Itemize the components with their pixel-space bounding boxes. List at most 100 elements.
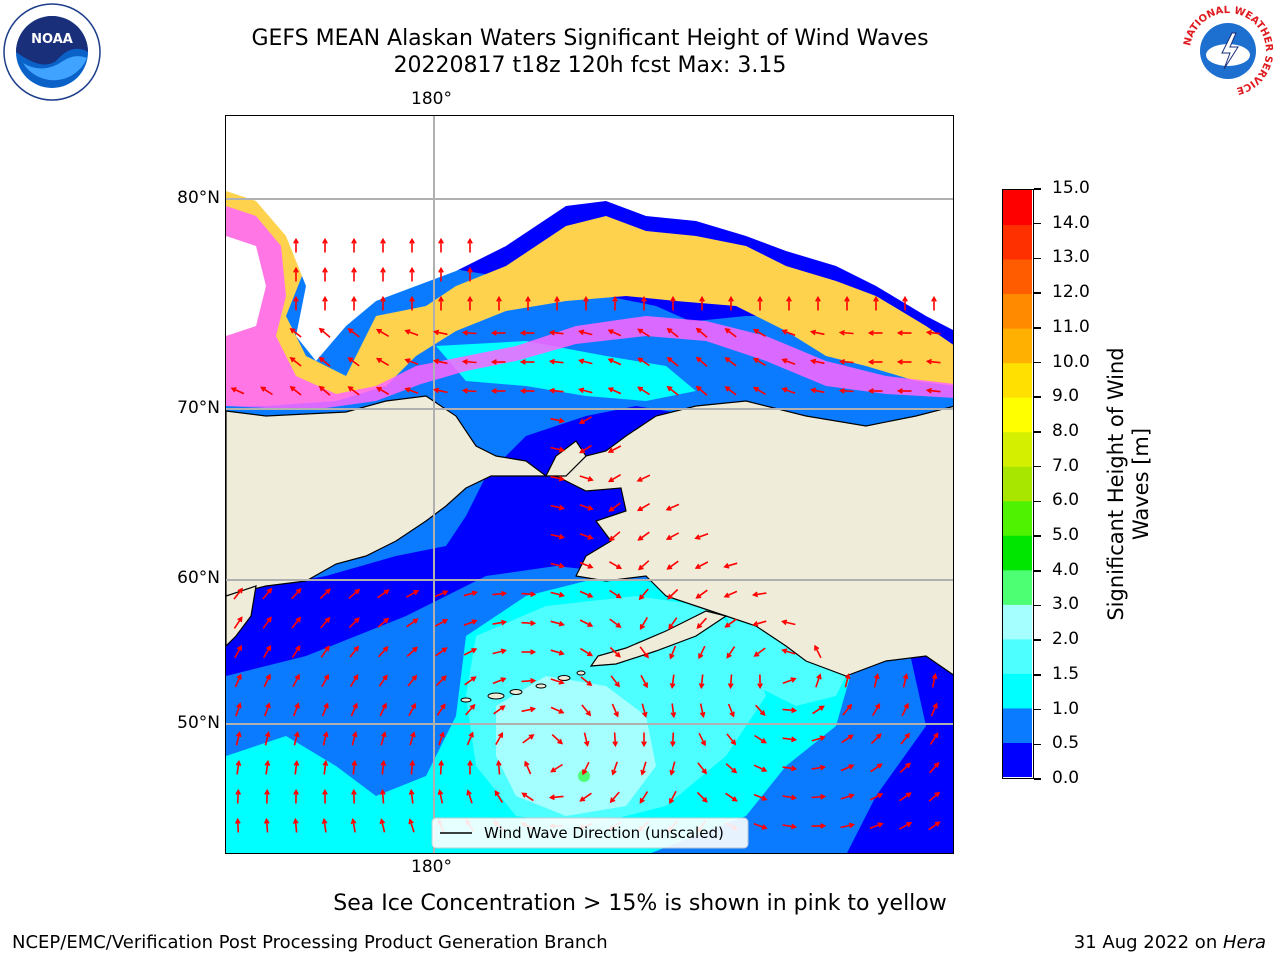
wind-wave-arrow: [613, 732, 617, 746]
wind-wave-arrow: [753, 764, 767, 772]
wind-wave-arrow: [376, 358, 390, 366]
wind-wave-arrow: [263, 674, 271, 688]
wind-wave-arrowhead: [809, 358, 817, 365]
wind-wave-arrowhead: [347, 386, 354, 392]
wind-wave-arrowhead: [519, 388, 526, 394]
wind-wave-arrowhead: [586, 680, 593, 687]
wind-wave-arrowhead: [666, 385, 673, 392]
wind-wave-arrow: [321, 674, 329, 688]
wind-wave-arrow: [727, 703, 735, 717]
wind-wave-arrowhead: [583, 295, 589, 302]
wind-wave-arrowhead: [558, 708, 565, 714]
wind-wave-arrow: [927, 331, 941, 335]
colorbar-segment: [1003, 500, 1032, 536]
colorbar-tick-label: 9.0: [1052, 386, 1080, 407]
wind-wave-arrowhead: [521, 792, 528, 798]
wind-wave-arrowhead: [819, 764, 827, 771]
wind-wave-arrow: [405, 358, 419, 366]
wind-wave-arrow: [434, 590, 448, 598]
wind-wave-arrowhead: [381, 702, 387, 709]
wind-wave-arrowhead: [698, 682, 705, 690]
wind-wave-arrowhead: [410, 731, 416, 738]
wind-wave-arrowhead: [578, 387, 585, 394]
wind-wave-arrowhead: [694, 563, 701, 569]
wind-wave-arrowhead: [698, 653, 704, 660]
wind-wave-arrowhead: [729, 711, 735, 718]
wind-wave-arrowhead: [847, 734, 854, 740]
wind-wave-arrowhead: [934, 821, 941, 827]
wind-wave-arrow: [842, 704, 852, 716]
wind-wave-arrow: [348, 357, 360, 367]
wind-wave-arrowhead: [695, 593, 702, 599]
wind-wave-arrow: [263, 645, 271, 659]
wind-wave-arrowhead: [848, 822, 856, 829]
wind-wave-arrow: [320, 617, 330, 629]
wind-wave-arrowhead: [752, 621, 759, 627]
wind-wave-arrow: [319, 588, 331, 600]
wind-wave-arrow: [349, 646, 359, 658]
wind-wave-arrow: [320, 646, 330, 658]
wind-wave-arrowhead: [904, 732, 911, 739]
wind-wave-arrow: [262, 617, 272, 629]
wind-wave-arrowhead: [530, 649, 537, 655]
wind-wave-arrow: [844, 674, 850, 688]
wind-wave-arrowhead: [467, 295, 473, 302]
wind-wave-arrow: [231, 387, 245, 395]
wind-wave-arrowhead: [820, 793, 827, 800]
wind-wave-arrowhead: [236, 702, 242, 709]
wind-wave-arrow: [811, 359, 825, 365]
wind-wave-arrow: [782, 795, 796, 799]
wind-wave-arrowhead: [607, 387, 614, 393]
wind-wave-arrowhead: [816, 673, 822, 680]
colorbar-segment: [1003, 569, 1032, 605]
colorbar-segment: [1003, 397, 1032, 433]
wind-wave-arrowhead: [752, 357, 759, 364]
wind-wave-arrowhead: [295, 587, 302, 594]
land-alaska: [555, 400, 953, 677]
wind-wave-arrowhead: [639, 797, 645, 804]
wind-wave-arrowhead: [496, 295, 502, 302]
wind-wave-arrow: [407, 675, 417, 687]
wind-wave-arrowhead: [409, 266, 415, 273]
wind-wave-arrow: [640, 674, 648, 688]
wind-wave-arrow: [608, 474, 622, 482]
wind-wave-arrowhead: [351, 759, 358, 767]
wind-wave-arrowhead: [867, 388, 874, 394]
lat-label-60: 60°N: [177, 568, 220, 588]
wind-wave-arrowhead: [350, 817, 357, 825]
wind-wave-arrow: [492, 677, 506, 685]
wind-wave-arrow: [782, 677, 796, 685]
wind-wave-arrow: [550, 706, 564, 714]
wind-wave-arrowhead: [380, 759, 387, 767]
wind-wave-arrowhead: [351, 295, 357, 302]
wind-wave-arrow: [406, 647, 418, 657]
footer-credit: NCEP/EMC/Verification Post Processing Pr…: [12, 932, 608, 953]
wind-wave-arrowhead: [318, 327, 325, 334]
wind-wave-arrowhead: [612, 295, 618, 302]
wind-wave-arrowhead: [669, 741, 676, 748]
wind-wave-arrowhead: [609, 797, 616, 804]
wind-wave-arrow: [291, 617, 301, 629]
wind-wave-arrow: [463, 360, 477, 364]
wind-wave-arrow: [841, 734, 853, 744]
wind-wave-arrowhead: [819, 735, 826, 741]
footer-machine: Hera: [1222, 932, 1266, 953]
wind-wave-arrow: [551, 734, 563, 744]
wind-wave-arrow: [811, 330, 825, 336]
wind-wave-arrowhead: [608, 535, 615, 542]
wind-wave-arrowhead: [838, 329, 845, 336]
colorbar-tick-label: 14.0: [1052, 212, 1090, 233]
wind-wave-arrow: [409, 732, 415, 746]
wind-wave-arrow: [641, 761, 647, 775]
wind-wave-arrow: [930, 703, 938, 717]
wind-wave-arrowhead: [322, 237, 328, 244]
wind-wave-arrowhead: [375, 328, 382, 335]
wind-wave-arrowhead: [665, 534, 672, 540]
wind-wave-arrowhead: [752, 328, 759, 335]
colorbar-tick-mark: [1034, 708, 1041, 711]
wind-wave-arrow: [639, 588, 649, 600]
wind-wave-arrow: [408, 703, 416, 717]
wind-wave-arrow: [668, 617, 678, 629]
wind-wave-arrow: [376, 329, 390, 337]
wind-wave-arrow: [236, 790, 240, 804]
